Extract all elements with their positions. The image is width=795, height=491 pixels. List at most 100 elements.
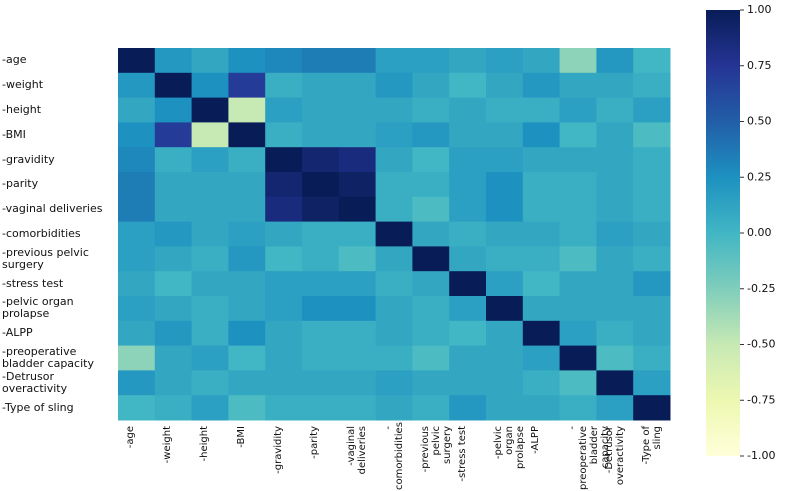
heatmap-cell [412,97,450,123]
y-tick-label: -ALPP [2,326,33,340]
x-tick-label: -stress test [456,426,468,482]
colorbar-tick-label: 0.25 [747,170,772,183]
colorbar-tick-label: 0.00 [747,226,772,239]
heatmap-cell [522,97,561,123]
heatmap-cell [191,147,229,173]
heatmap-cell [559,296,597,322]
heatmap-cell [302,48,340,74]
heatmap-cell [154,97,193,123]
heatmap-cell [596,97,634,123]
heatmap-cell [559,97,597,123]
x-tick-label: -pelvic organ prolapse [493,426,527,469]
heatmap-cell [486,345,524,371]
heatmap-cell [522,196,561,223]
heatmap-cell [265,122,303,148]
heatmap-cell [338,72,377,99]
heatmap-cell [412,345,450,371]
heatmap-cell [412,296,450,322]
heatmap-cell [154,345,193,371]
heatmap-cell [412,221,450,247]
heatmap-cell [449,147,487,173]
y-tick-label: -comorbidities [2,226,81,240]
heatmap-cell [486,172,524,198]
heatmap-cell [633,97,671,123]
heatmap-cell [265,395,303,421]
heatmap-cell [154,172,193,198]
heatmap-cell [486,246,524,272]
heatmap-cell [338,221,377,247]
heatmap-cell [302,196,340,223]
heatmap-cell [265,370,303,396]
heatmap-cell [522,320,561,347]
heatmap-cell [118,72,156,99]
heatmap-cell [338,196,377,223]
x-tick-label: -previous pelvic surgery [419,426,453,473]
colorbar-tick-label: -0.75 [747,393,775,406]
heatmap-cell [118,320,156,347]
heatmap-cell [228,221,266,247]
heatmap-cell [154,395,193,421]
heatmap-cell [486,221,524,247]
heatmap-cell [191,395,229,421]
heatmap-cell [302,147,340,173]
heatmap-cell [596,147,634,173]
heatmap-cell [633,72,671,99]
heatmap-cell [191,246,229,272]
x-tick-label: -BMI [235,426,247,448]
heatmap-cell [154,147,193,173]
heatmap-cell [633,296,671,322]
heatmap-cell [596,221,634,247]
heatmap-cell [154,221,193,247]
y-tick-label: -preoperative bladder capacity [2,344,94,370]
x-tick-label: -vaginal deliveries [346,426,369,475]
heatmap-cell [596,345,634,371]
heatmap-cell [633,196,671,223]
heatmap-cell [228,97,266,123]
heatmap-cell [302,97,340,123]
heatmap-cell [154,370,193,396]
heatmap-cell [559,196,597,223]
heatmap-cell [486,320,524,347]
heatmap-cell [302,172,340,198]
colorbar-tick-label: -0.50 [747,338,775,351]
heatmap-cell [486,48,524,74]
heatmap-cell [154,196,193,223]
heatmap-cell [228,395,266,421]
heatmap-cell [228,48,266,74]
heatmap-cell [265,221,303,247]
heatmap-cell [522,122,561,148]
heatmap-cell [449,48,487,74]
heatmap-cell [338,48,377,74]
heatmap-cell [375,370,413,396]
heatmap-cell [338,246,377,272]
heatmap-cell [559,48,597,74]
heatmap-cell [449,122,487,148]
heatmap-cell [154,271,193,297]
heatmap-cell [118,147,156,173]
heatmap-cell [118,370,156,396]
heatmap-cell [559,72,597,99]
heatmap-cell [302,320,340,347]
heatmap-cell [486,147,524,173]
heatmap-cell [191,196,229,223]
heatmap-cell [375,147,413,173]
y-tick-label: -age [2,53,27,67]
heatmap-cell [228,296,266,322]
heatmap-cell [265,48,303,74]
heatmap-cell [228,72,266,99]
heatmap-cell [449,395,487,421]
heatmap-cell [375,48,413,74]
heatmap-cell [522,246,561,272]
heatmap-cell [265,345,303,371]
heatmap-cell [302,221,340,247]
heatmap-cell [486,97,524,123]
heatmap-cell [559,122,597,148]
heatmap-cell [559,395,597,421]
heatmap-cell [412,246,450,272]
x-tick-label: -age [125,426,137,449]
heatmap-cell [375,345,413,371]
heatmap-cell [449,246,487,272]
heatmap-cell [338,172,377,198]
